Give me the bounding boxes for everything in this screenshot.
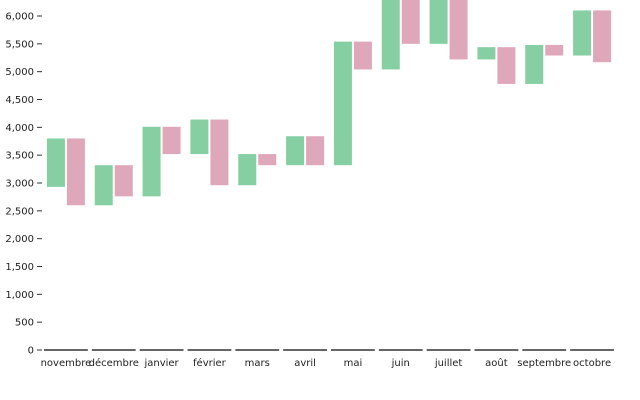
y-tick-label: 2,500: [5, 206, 34, 217]
bar-pink: [66, 138, 85, 206]
x-tick-label: septembre: [517, 358, 571, 369]
y-tick-label: 6,000: [5, 12, 34, 23]
bar-green: [333, 41, 352, 166]
bar-pink: [449, 0, 468, 60]
bar-pink: [210, 119, 229, 186]
bar-pink: [353, 41, 372, 70]
y-tick-label: 4,000: [5, 123, 34, 134]
bar-pink: [401, 0, 420, 44]
y-axis: 0 500 1,000 1,500 2,000 2,500 3,000 3,500 4,000 4…: [5, 12, 42, 357]
bar-pink: [545, 44, 564, 56]
y-tick-label: 4,500: [5, 95, 34, 106]
bar-green: [46, 138, 65, 187]
y-tick-label: 0: [28, 346, 34, 357]
x-tick-label: octobre: [573, 358, 611, 369]
y-tick-label: 3,000: [5, 179, 34, 190]
bar-pink: [162, 126, 181, 155]
y-tick-label: 5,000: [5, 67, 34, 78]
bar-green: [381, 0, 400, 70]
bar-pink: [497, 47, 516, 84]
y-tick-label: 1,500: [5, 262, 34, 273]
y-tick-label: 5,500: [5, 39, 34, 50]
bar-pink: [593, 10, 612, 63]
x-tick-label: mars: [245, 358, 270, 369]
y-tick-label: 3,500: [5, 151, 34, 162]
bar-green: [238, 154, 257, 186]
bar-green: [94, 165, 113, 206]
x-tick-label: février: [193, 357, 227, 369]
x-tick-label: décembre: [89, 357, 139, 369]
bar-pink: [306, 136, 325, 166]
bar-green: [477, 47, 496, 60]
bar-green: [573, 10, 592, 56]
bar-pink: [114, 165, 133, 197]
y-tick-label: 1,000: [5, 290, 34, 301]
bar-green: [142, 126, 161, 197]
y-tick-label: 500: [15, 318, 34, 329]
x-tick-label: août: [485, 357, 508, 369]
bar-green: [190, 119, 209, 155]
bar-green: [286, 136, 305, 166]
x-tick-label: juin: [391, 358, 410, 369]
bar-green: [429, 0, 448, 44]
x-tick-label: mai: [344, 358, 363, 369]
bar-green: [525, 44, 544, 84]
x-tick-label: novembre: [41, 358, 92, 369]
bar-pink: [258, 154, 277, 166]
x-tick-label: janvier: [143, 358, 179, 369]
x-tick-label: avril: [294, 358, 316, 369]
bars: [46, 0, 612, 206]
x-tick-label: juillet: [434, 358, 463, 369]
y-tick-label: 2,000: [5, 234, 34, 245]
